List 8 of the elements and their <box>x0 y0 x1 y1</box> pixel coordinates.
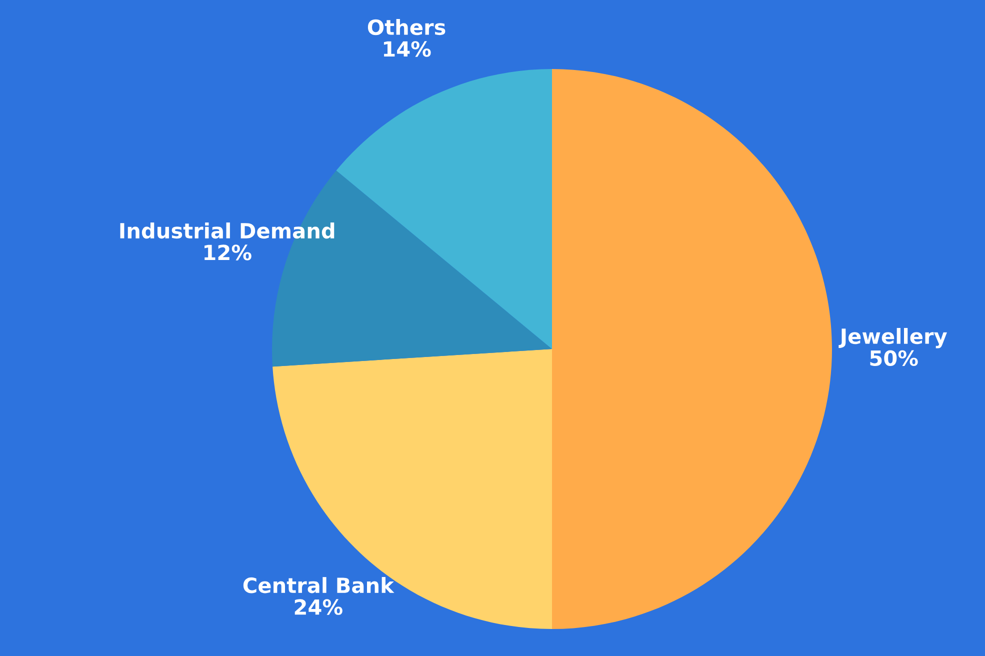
data-label: 14% <box>384 41 431 57</box>
slice-label: Central Bank <box>243 577 394 594</box>
data-label: 50% <box>870 350 918 366</box>
slice-label: Others <box>368 18 446 36</box>
slice-label: Industrial Demand <box>120 222 334 239</box>
data-label: 24% <box>294 599 342 615</box>
slice-label: Jewellery <box>838 328 947 348</box>
data-label: 12% <box>204 244 252 260</box>
